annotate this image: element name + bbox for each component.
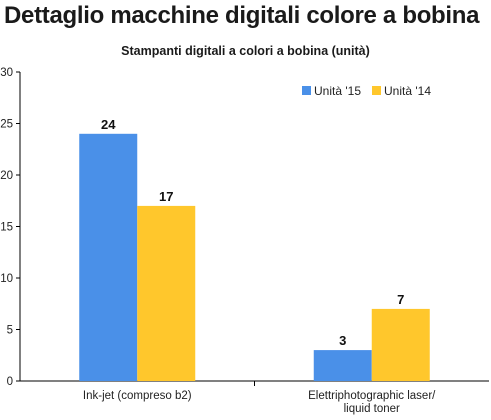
data-label: 24 — [101, 117, 116, 132]
plot-bars — [79, 133, 430, 381]
legend-label: Unità '14 — [384, 84, 431, 98]
y-tick-label: 10 — [0, 273, 13, 285]
legend: Unità '15 Unità '14 — [302, 84, 431, 98]
data-label: 7 — [397, 292, 404, 307]
y-axis: 0 5 10 15 20 25 30 — [0, 67, 21, 388]
chart-title: Stampanti digitali a colori a bobina (un… — [121, 44, 370, 58]
data-label: 17 — [159, 189, 173, 204]
y-tick-label: 20 — [0, 170, 13, 182]
data-label: 3 — [339, 333, 346, 348]
y-tick-label: 15 — [0, 222, 13, 234]
y-tick-label: 5 — [7, 325, 13, 337]
y-tick-label: 25 — [0, 119, 13, 131]
bar-2014-1 — [137, 205, 196, 381]
bar-2015-2 — [313, 350, 372, 381]
page-title: Dettaglio macchine digitali colore a bob… — [4, 2, 480, 29]
x-tick-label: Ink-jet (compreso b2) — [83, 390, 192, 402]
bar-2015-1 — [79, 133, 138, 381]
y-tick-label: 0 — [7, 376, 13, 388]
x-axis: Ink-jet (compreso b2) Elettriphotographic… — [20, 380, 489, 415]
x-tick-label: Elettriphotographic laser/liquid toner — [308, 390, 436, 415]
bar-2014-2 — [371, 308, 430, 381]
legend-label: Unità '15 — [314, 84, 361, 98]
legend-swatch — [302, 86, 311, 95]
data-labels: 24 17 3 7 — [101, 117, 404, 348]
y-tick-label: 30 — [0, 67, 13, 79]
legend-swatch — [372, 86, 381, 95]
